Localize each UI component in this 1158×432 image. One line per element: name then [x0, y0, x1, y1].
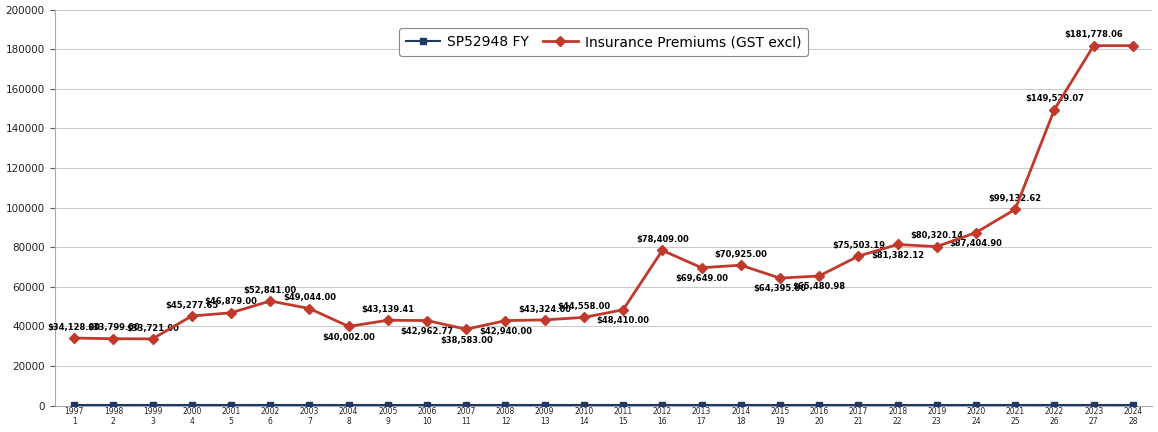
Insurance Premiums (GST excl) [537, 317, 551, 322]
SP52948 FY [655, 402, 669, 407]
SP52948 FY [616, 402, 630, 407]
Text: $80,320.14: $80,320.14 [910, 231, 963, 240]
Insurance Premiums (GST excl) [420, 318, 434, 323]
Insurance Premiums (GST excl) [223, 310, 237, 315]
Text: $38,583.00: $38,583.00 [440, 336, 492, 345]
Insurance Premiums (GST excl) [930, 244, 944, 249]
Insurance Premiums (GST excl) [969, 230, 983, 235]
SP52948 FY [223, 402, 237, 407]
SP52948 FY [1086, 402, 1100, 407]
SP52948 FY [851, 402, 865, 407]
Insurance Premiums (GST excl) [851, 254, 865, 259]
SP52948 FY [930, 402, 944, 407]
Text: $181,778.06: $181,778.06 [1064, 30, 1123, 39]
Text: $87,404.90: $87,404.90 [950, 239, 1003, 248]
Insurance Premiums (GST excl) [263, 299, 277, 304]
Insurance Premiums (GST excl) [774, 276, 787, 281]
SP52948 FY [695, 402, 709, 407]
Text: $46,879.00: $46,879.00 [205, 298, 257, 306]
Text: $42,962.77: $42,962.77 [401, 327, 454, 336]
Text: $33,721.00: $33,721.00 [126, 324, 179, 333]
Insurance Premiums (GST excl) [812, 273, 826, 279]
Insurance Premiums (GST excl) [1048, 107, 1062, 112]
Insurance Premiums (GST excl) [1009, 207, 1023, 212]
Insurance Premiums (GST excl) [302, 306, 316, 311]
SP52948 FY [537, 402, 551, 407]
Text: $45,277.65: $45,277.65 [166, 301, 219, 310]
Text: $42,940.00: $42,940.00 [479, 327, 532, 336]
Insurance Premiums (GST excl) [107, 336, 120, 341]
SP52948 FY [342, 402, 356, 407]
Text: $48,410.00: $48,410.00 [596, 316, 650, 325]
Insurance Premiums (GST excl) [498, 318, 512, 323]
Text: $75,503.19: $75,503.19 [831, 241, 885, 250]
Text: $40,002.00: $40,002.00 [322, 333, 375, 342]
SP52948 FY [381, 402, 395, 407]
Insurance Premiums (GST excl) [342, 324, 356, 329]
Insurance Premiums (GST excl) [1126, 43, 1139, 48]
SP52948 FY [1048, 402, 1062, 407]
Legend: SP52948 FY, Insurance Premiums (GST excl): SP52948 FY, Insurance Premiums (GST excl… [398, 29, 808, 56]
SP52948 FY [812, 402, 826, 407]
Insurance Premiums (GST excl) [146, 336, 160, 341]
Insurance Premiums (GST excl) [577, 315, 591, 320]
Line: Insurance Premiums (GST excl): Insurance Premiums (GST excl) [71, 42, 1136, 342]
SP52948 FY [1009, 402, 1023, 407]
SP52948 FY [774, 402, 787, 407]
Insurance Premiums (GST excl) [616, 307, 630, 312]
Text: $33,799.00: $33,799.00 [87, 324, 140, 332]
Text: $49,044.00: $49,044.00 [283, 293, 336, 302]
Text: $43,324.00: $43,324.00 [518, 305, 571, 314]
SP52948 FY [460, 402, 474, 407]
SP52948 FY [498, 402, 512, 407]
Insurance Premiums (GST excl) [891, 242, 904, 247]
Text: $78,409.00: $78,409.00 [636, 235, 689, 244]
SP52948 FY [67, 402, 81, 407]
Text: $81,382.12: $81,382.12 [871, 251, 924, 260]
SP52948 FY [734, 402, 748, 407]
Text: $43,139.41: $43,139.41 [361, 305, 415, 314]
SP52948 FY [146, 402, 160, 407]
Line: SP52948 FY: SP52948 FY [71, 401, 1136, 408]
SP52948 FY [969, 402, 983, 407]
Insurance Premiums (GST excl) [1086, 43, 1100, 48]
Insurance Premiums (GST excl) [460, 327, 474, 332]
SP52948 FY [302, 402, 316, 407]
SP52948 FY [420, 402, 434, 407]
Text: $70,925.00: $70,925.00 [714, 250, 767, 259]
Insurance Premiums (GST excl) [695, 265, 709, 270]
Text: $65,480.98: $65,480.98 [792, 282, 845, 291]
SP52948 FY [185, 402, 199, 407]
Text: $99,132.62: $99,132.62 [989, 194, 1042, 203]
SP52948 FY [263, 402, 277, 407]
Text: $52,841.00: $52,841.00 [243, 286, 296, 295]
SP52948 FY [1126, 402, 1139, 407]
Text: $44,558.00: $44,558.00 [557, 302, 610, 311]
Insurance Premiums (GST excl) [381, 318, 395, 323]
SP52948 FY [891, 402, 904, 407]
SP52948 FY [577, 402, 591, 407]
Text: $149,529.07: $149,529.07 [1025, 94, 1084, 103]
Insurance Premiums (GST excl) [67, 336, 81, 341]
Text: $64,395.00: $64,395.00 [754, 284, 806, 293]
Insurance Premiums (GST excl) [655, 248, 669, 253]
SP52948 FY [107, 402, 120, 407]
Insurance Premiums (GST excl) [185, 313, 199, 318]
Text: $34,128.00: $34,128.00 [47, 323, 101, 332]
Text: $69,649.00: $69,649.00 [675, 274, 728, 283]
Insurance Premiums (GST excl) [734, 263, 748, 268]
